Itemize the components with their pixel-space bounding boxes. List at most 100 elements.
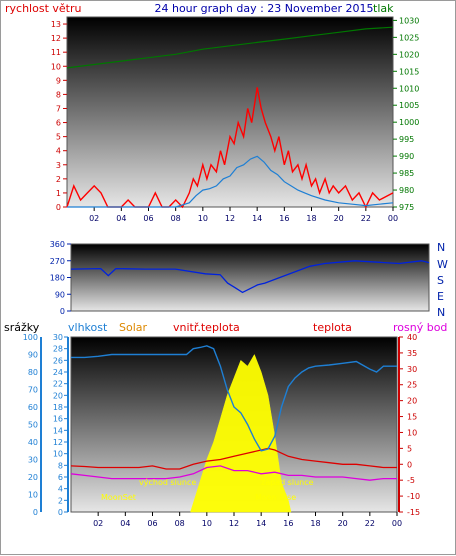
time-tick-label: 00 bbox=[392, 519, 402, 528]
pressure-tick-label: 1025 bbox=[399, 33, 419, 42]
pressure-tick-label: 1030 bbox=[399, 16, 419, 25]
time-tick-label: 22 bbox=[365, 519, 375, 528]
humidity-tick-label: 18 bbox=[53, 403, 63, 412]
moonset-label: MoonSet bbox=[101, 493, 136, 502]
humidity-tick-label: 2 bbox=[58, 496, 63, 505]
sunrise-label: východ slunce bbox=[139, 478, 196, 487]
pressure-tick-label: 1020 bbox=[399, 50, 419, 59]
wind-axis-label: rychlost větru bbox=[5, 2, 81, 15]
wind-avg-series-line bbox=[67, 155, 394, 208]
temp-series-line bbox=[70, 447, 397, 470]
pressure-tick-label: 995 bbox=[399, 135, 414, 144]
dew-label: rosný bod bbox=[393, 321, 447, 334]
humidity-tick-label: 26 bbox=[53, 356, 63, 365]
pressure-tick-label: 1005 bbox=[399, 101, 419, 110]
time-tick-label: 14 bbox=[252, 214, 262, 223]
pressure-tick-label: 1010 bbox=[399, 84, 419, 93]
pressure-tick-label: 975 bbox=[399, 203, 414, 212]
wind-tick-label: 1 bbox=[56, 189, 61, 198]
graph-title: 24 hour graph day : 23 November 2015 bbox=[154, 2, 373, 15]
rain-tick-label: 70 bbox=[28, 386, 38, 395]
rain-label: srážky bbox=[4, 321, 40, 334]
humidity-tick-label: 4 bbox=[58, 485, 63, 494]
humidity-tick-label: 30 bbox=[53, 333, 63, 342]
pressure-tick-label: 1015 bbox=[399, 67, 419, 76]
time-tick-label: 04 bbox=[116, 214, 126, 223]
sunset-label: západ slunce bbox=[261, 478, 314, 487]
wind-tick-label: 6 bbox=[56, 119, 61, 128]
time-tick-label: 20 bbox=[334, 214, 344, 223]
compass-w: W bbox=[437, 258, 448, 271]
humidity-tick-label: 20 bbox=[53, 391, 63, 400]
wind-tick-label: 12 bbox=[51, 34, 61, 43]
humidity-tick-label: 6 bbox=[58, 473, 63, 482]
compass-n-bottom: N bbox=[437, 306, 445, 319]
time-tick-label: 04 bbox=[120, 519, 130, 528]
pressure-tick-label: 1000 bbox=[399, 118, 419, 127]
time-tick-label: 12 bbox=[229, 519, 239, 528]
direction-tick-label: 0 bbox=[60, 307, 65, 316]
wind-tick-label: 2 bbox=[56, 175, 61, 184]
time-tick-label: 02 bbox=[93, 519, 103, 528]
time-tick-label: 02 bbox=[89, 214, 99, 223]
time-tick-label: 18 bbox=[310, 519, 320, 528]
humidity-label: vlhkost bbox=[68, 321, 108, 334]
time-tick-label: 16 bbox=[283, 519, 293, 528]
time-tick-label: 18 bbox=[306, 214, 316, 223]
temp-tick-label: 25 bbox=[407, 381, 417, 390]
rain-tick-label: 50 bbox=[28, 421, 38, 430]
time-tick-label: 14 bbox=[256, 519, 266, 528]
compass-s: S bbox=[437, 274, 444, 287]
rain-tick-label: 20 bbox=[28, 473, 38, 482]
compass-n-top: N bbox=[437, 241, 445, 254]
direction-panel-bg bbox=[70, 243, 430, 312]
wind-tick-label: 5 bbox=[56, 133, 61, 142]
wind-direction-plot: 0 90 180 270 360 bbox=[50, 240, 430, 316]
rain-tick-label: 60 bbox=[28, 403, 38, 412]
rain-tick-label: 90 bbox=[28, 351, 38, 360]
pressure-tick-label: 980 bbox=[399, 186, 414, 195]
wind-tick-label: 8 bbox=[56, 90, 61, 99]
time-tick-label: 08 bbox=[175, 519, 185, 528]
temp-tick-label: 0 bbox=[407, 460, 412, 469]
wind-tick-label: 3 bbox=[56, 161, 61, 170]
wind-tick-label: 0 bbox=[56, 203, 61, 212]
temp-tick-label: 30 bbox=[407, 365, 417, 374]
wind-tick-label: 9 bbox=[56, 76, 61, 85]
time-tick-label: 08 bbox=[171, 214, 181, 223]
wind-tick-label: 4 bbox=[56, 147, 61, 156]
temp-tick-label: 10 bbox=[407, 428, 417, 437]
rain-tick-label: 80 bbox=[28, 368, 38, 377]
time-tick-label: 10 bbox=[202, 519, 212, 528]
humidity-tick-label: 0 bbox=[58, 508, 63, 517]
humidity-tick-label: 10 bbox=[53, 450, 63, 459]
time-tick-label: 12 bbox=[225, 214, 235, 223]
solar-label: Solar bbox=[119, 321, 148, 334]
direction-tick-label: 180 bbox=[50, 274, 65, 283]
time-tick-label: 00 bbox=[388, 214, 398, 223]
rain-tick-label: 10 bbox=[28, 491, 38, 500]
temp-tick-label: 15 bbox=[407, 413, 417, 422]
humidity-temp-solar-plot: 0102030405060708090100024681012141618202… bbox=[23, 333, 420, 528]
temp-tick-label: -5 bbox=[407, 476, 415, 485]
pressure-series-line bbox=[66, 26, 394, 69]
humidity-tick-label: 22 bbox=[53, 380, 63, 389]
temp-tick-label: 5 bbox=[407, 444, 412, 453]
rain-tick-label: 40 bbox=[28, 438, 38, 447]
pressure-axis-label: tlak bbox=[373, 2, 394, 15]
wind-tick-label: 7 bbox=[56, 104, 61, 113]
direction-tick-label: 90 bbox=[55, 290, 65, 299]
temp-tick-label: -15 bbox=[407, 508, 420, 517]
compass-e: E bbox=[437, 290, 444, 303]
direction-series-line bbox=[70, 260, 430, 294]
moonrise-label: Moon Rise bbox=[255, 493, 296, 502]
humidity-tick-label: 28 bbox=[53, 345, 63, 354]
humidity-tick-label: 24 bbox=[53, 368, 63, 377]
temp-label: teplota bbox=[313, 321, 352, 334]
temp-tick-label: 35 bbox=[407, 349, 417, 358]
time-tick-label: 20 bbox=[338, 519, 348, 528]
direction-tick-label: 270 bbox=[50, 257, 65, 266]
humidity-tick-label: 8 bbox=[58, 461, 63, 470]
